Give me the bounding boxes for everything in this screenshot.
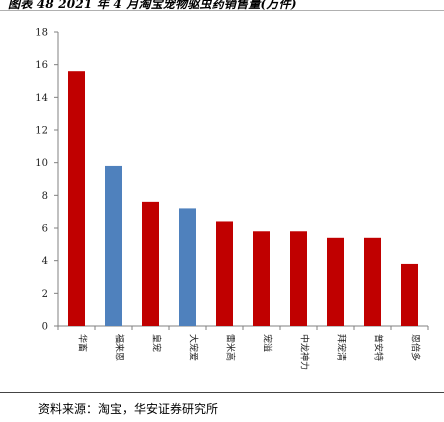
y-tick-label: 14 — [35, 93, 48, 104]
category-label: 中龙神力 — [299, 334, 311, 370]
y-tick-label: 8 — [42, 191, 48, 202]
bar-4 — [179, 208, 196, 326]
bar-9 — [364, 237, 381, 326]
bar-chart: 0 2 4 6 8 10 12 14 16 18 华畜 福来恩 皇宠 大宠爱 雷米高 宠溢 中龙神力 拜宠清 普安特… — [35, 28, 429, 370]
bar-8 — [327, 237, 344, 326]
y-tick-label: 10 — [35, 158, 48, 169]
y-tick-label: 12 — [35, 126, 48, 137]
y-tick-label: 0 — [42, 322, 48, 333]
bar-10 — [401, 263, 418, 326]
category-label: 大宠爱 — [188, 334, 200, 361]
category-label: 拜宠清 — [336, 334, 348, 361]
chart-title: 图表 48 2021 年 4 月淘宝宠物驱虫药销售量(万件) — [8, 0, 297, 11]
category-label: 福来恩 — [114, 334, 126, 361]
bar-7 — [290, 231, 307, 326]
category-label: 恩倍多 — [410, 334, 422, 361]
category-label: 华畜 — [77, 334, 89, 352]
bar-5 — [216, 221, 233, 326]
title-divider — [0, 10, 444, 11]
category-label: 宠溢 — [262, 334, 274, 352]
y-tick-label: 2 — [42, 289, 48, 300]
category-label: 皇宠 — [151, 334, 163, 352]
category-label: 雷米高 — [225, 334, 237, 361]
source-note: 资料来源：淘宝，华安证券研究所 — [38, 402, 219, 416]
bar-3 — [142, 201, 159, 326]
bar-2 — [105, 165, 122, 326]
y-tick-label: 16 — [35, 60, 48, 71]
category-label: 普安特 — [373, 334, 385, 361]
y-tick-label: 18 — [35, 28, 48, 39]
y-tick-label: 4 — [42, 256, 48, 267]
y-tick-label: 6 — [42, 224, 48, 235]
bar-6 — [253, 231, 270, 326]
bar-1 — [68, 71, 85, 326]
source-divider — [0, 392, 444, 393]
